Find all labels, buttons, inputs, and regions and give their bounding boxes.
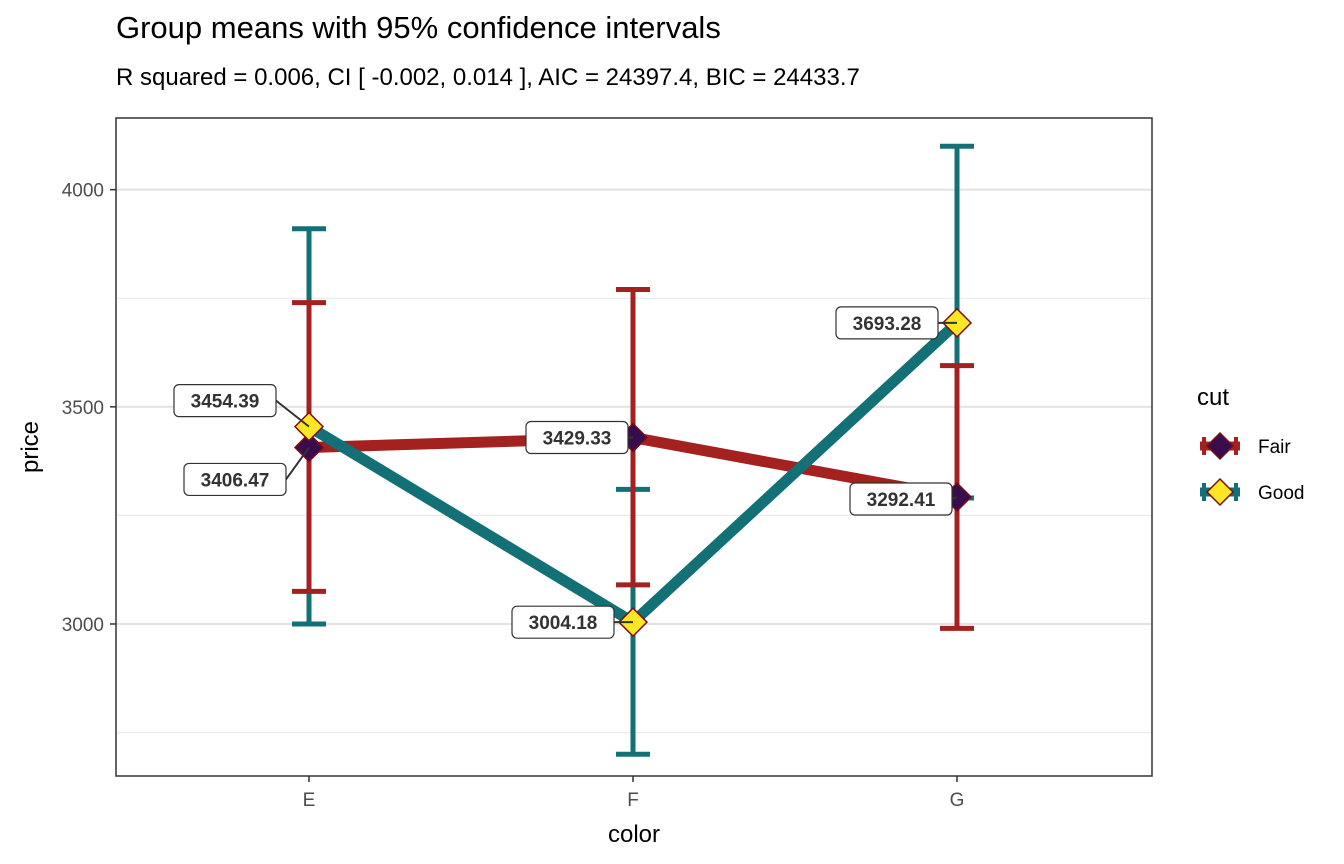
data-label-box xyxy=(511,605,615,639)
legend-key-marker-good xyxy=(1205,477,1235,507)
y-tick-label: 3500 xyxy=(62,398,104,419)
chart-title: Group means with 95% confidence interval… xyxy=(116,10,721,45)
legend-label-good: Good xyxy=(1258,483,1304,504)
label-leader-line xyxy=(951,496,958,500)
x-tick-label: F xyxy=(627,790,639,811)
data-label: 3454.39 xyxy=(191,392,260,413)
legend-key-marker-fair xyxy=(1205,431,1235,461)
data-label: 3406.47 xyxy=(201,470,270,491)
x-tick-label: E xyxy=(303,790,316,811)
label-leader-line xyxy=(275,399,310,428)
data-label: 3429.33 xyxy=(543,429,612,450)
data-label-box xyxy=(835,306,939,340)
y-tick-label: 3000 xyxy=(62,615,104,636)
data-label: 3292.41 xyxy=(867,490,936,511)
data-label: 3693.28 xyxy=(853,314,922,335)
x-tick-label: G xyxy=(950,790,965,811)
x-axis-title: color xyxy=(608,821,660,848)
chart-subtitle: R squared = 0.006, CI [ -0.002, 0.014 ],… xyxy=(116,64,860,91)
label-leader-line xyxy=(285,446,310,481)
legend-title: cut xyxy=(1197,384,1229,411)
y-tick-label: 4000 xyxy=(62,181,104,202)
plot-border xyxy=(115,117,1153,777)
legend-label-fair: Fair xyxy=(1258,437,1291,458)
data-label: 3004.18 xyxy=(529,613,598,634)
y-axis-title: price xyxy=(17,421,44,473)
data-label-box xyxy=(173,384,277,418)
data-label-box xyxy=(849,482,953,516)
data-label-box xyxy=(183,462,287,497)
data-label-box xyxy=(525,420,629,455)
